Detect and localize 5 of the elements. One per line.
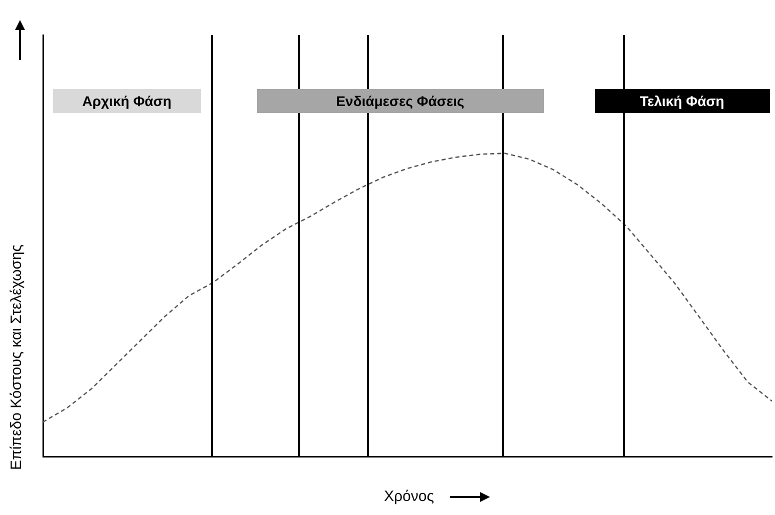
text: Ενδιάμεσες Φάσεις — [256, 89, 544, 113]
text: Αρχική Φάση — [52, 89, 201, 113]
x-axis-title: Χρόνος — [384, 488, 434, 505]
text: Τελική Φάση — [594, 89, 770, 113]
y-axis-title: Επίπεδο Κόστους και Στελέχωσης — [8, 244, 25, 470]
